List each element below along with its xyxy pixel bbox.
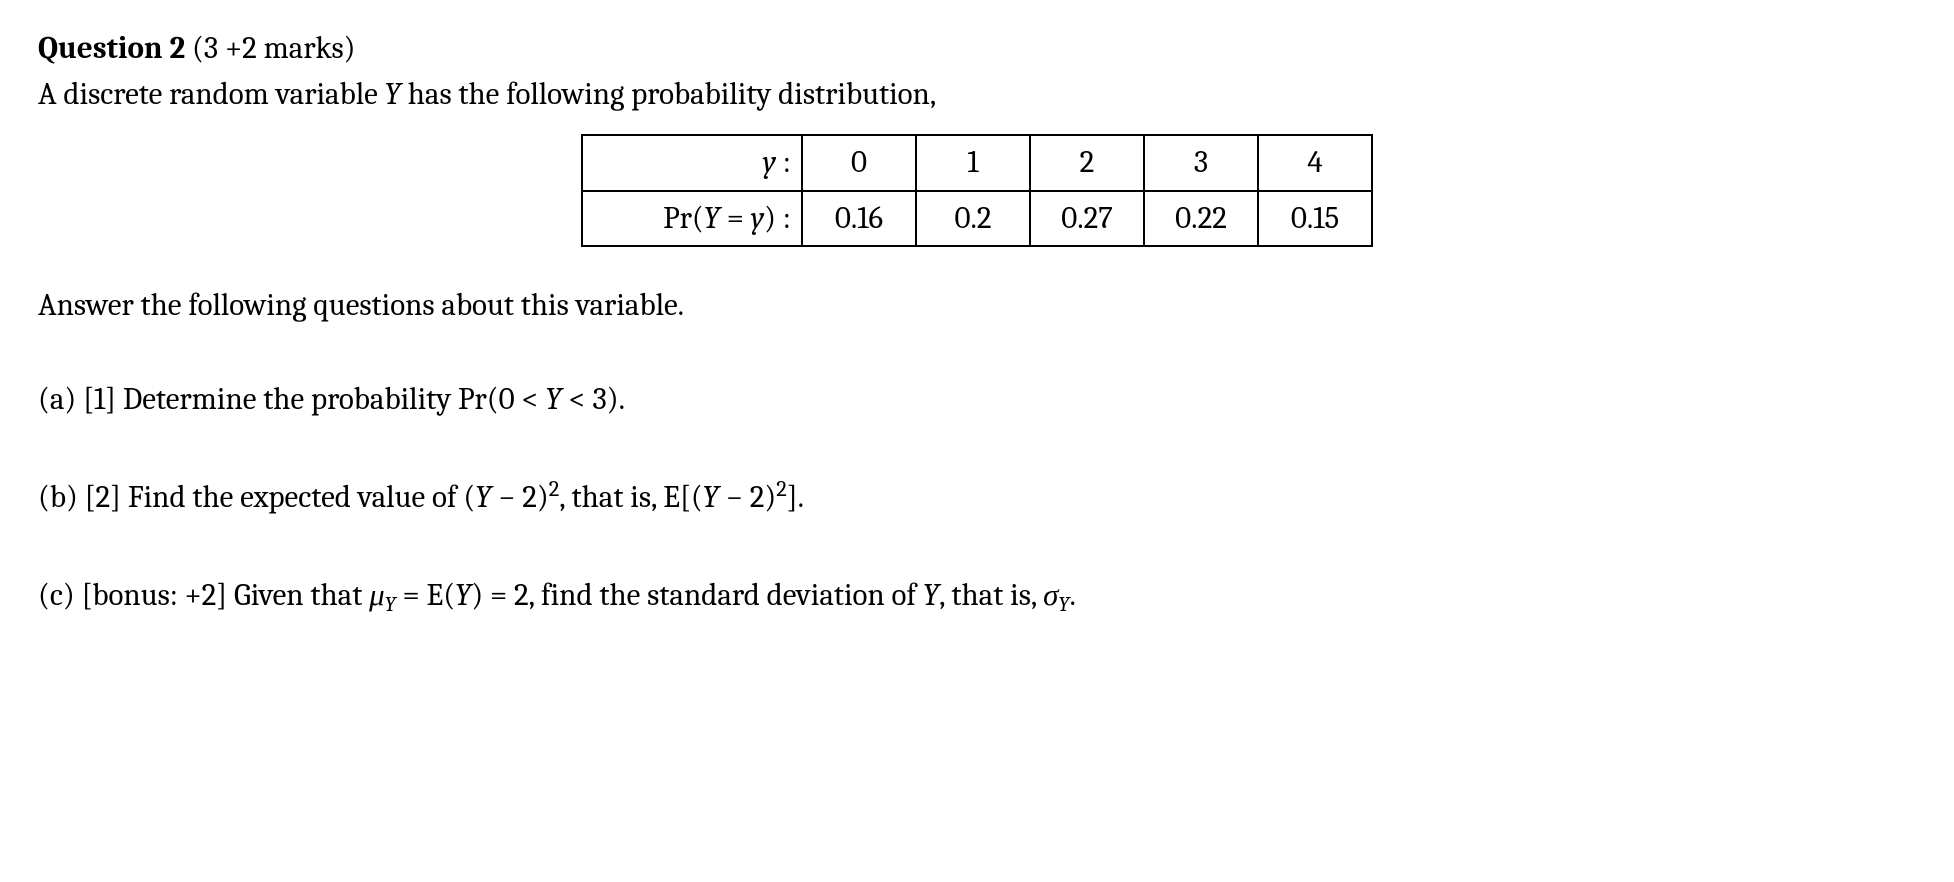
part-a-tag: (a) [38,381,76,417]
part-b-text5: ]. [787,479,804,515]
distribution-table-wrap: y : 0 1 2 3 4 Pr(Y = y) : 0.16 0.2 0.27 … [38,134,1916,248]
part-b-varY2: Y [703,479,719,515]
row-label-y: y : [582,135,802,191]
part-b-text4: − 2) [719,479,776,515]
question-lead: A discrete random variable Y has the fol… [38,74,1916,116]
part-c-tag: (c) [38,577,75,613]
part-c-text1: Given that [234,577,369,613]
part-c-marks: [bonus: +2] [82,577,228,613]
y-cell: 2 [1030,135,1144,191]
part-b-text1: Find the expected value of ( [128,479,475,515]
y-var: y [763,144,776,180]
pr-vary: y [751,200,764,236]
part-c-subY2: Y [1058,593,1069,617]
pr-suffix: ) : [764,200,791,236]
y-cell: 1 [916,135,1030,191]
part-a-marks: [1] [83,381,116,417]
part-b-tag: (b) [38,479,78,515]
part-c: (c) [bonus: +2] Given that μY = E(Y) = 2… [38,575,1916,617]
part-c-varY2: Y [923,577,939,613]
y-cell: 4 [1258,135,1372,191]
question-number: Question 2 [38,30,185,66]
part-c-varY: Y [455,577,471,613]
instruction-text: Answer the following questions about thi… [38,285,1916,327]
part-b-sup2: 2 [776,476,787,502]
question-marks: (3 +2 marks) [192,30,356,66]
part-a-text1: Determine the probability Pr(0 < [123,381,546,417]
part-b-varY1: Y [475,479,491,515]
part-c-sigma: σ [1043,577,1058,613]
part-c-mu: μ [369,577,385,613]
pr-varY: Y [704,200,720,236]
distribution-table: y : 0 1 2 3 4 Pr(Y = y) : 0.16 0.2 0.27 … [581,134,1373,248]
y-cell: 0 [802,135,916,191]
part-c-text3: ) = 2, find the standard deviation of [471,577,923,613]
lead-suffix: has the following probability distributi… [401,76,936,112]
part-a-varY: Y [545,381,561,417]
part-c-text4: , that is, [939,577,1043,613]
p-cell: 0.16 [802,191,916,247]
part-c-subY1: Y [385,593,396,617]
pr-eq: = [720,200,751,236]
row-label-pr: Pr(Y = y) : [582,191,802,247]
part-b-sup1: 2 [549,476,560,502]
lead-variable: Y [385,76,401,112]
part-b: (b) [2] Find the expected value of (Y − … [38,477,1916,519]
p-cell: 0.27 [1030,191,1144,247]
p-cell: 0.15 [1258,191,1372,247]
part-a-text2: < 3). [562,381,625,417]
table-row: Pr(Y = y) : 0.16 0.2 0.27 0.22 0.15 [582,191,1372,247]
part-b-marks: [2] [85,479,121,515]
y-cell: 3 [1144,135,1258,191]
table-row: y : 0 1 2 3 4 [582,135,1372,191]
question-heading: Question 2 (3 +2 marks) [38,28,1916,70]
part-a: (a) [1] Determine the probability Pr(0 <… [38,379,1916,421]
pr-prefix: Pr( [663,200,704,236]
part-c-text5: . [1069,577,1075,613]
p-cell: 0.22 [1144,191,1258,247]
part-b-text3: , that is, E[( [559,479,702,515]
lead-prefix: A discrete random variable [38,76,385,112]
part-b-text2: − 2) [491,479,548,515]
p-cell: 0.2 [916,191,1030,247]
y-colon: : [776,144,791,180]
part-c-text2: = E( [396,577,455,613]
